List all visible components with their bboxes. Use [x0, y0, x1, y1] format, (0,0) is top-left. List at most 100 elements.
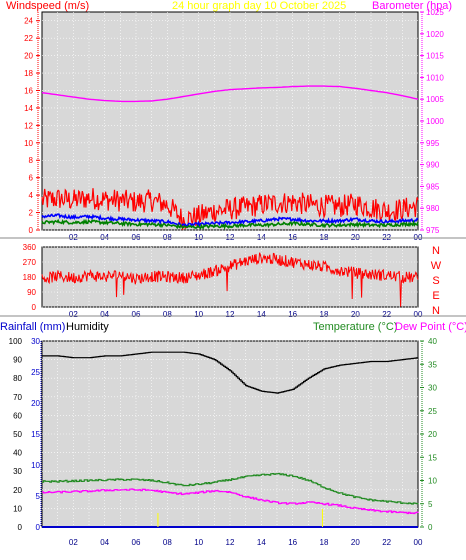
baro-y-tick: 1025 — [426, 8, 444, 17]
barometer-axis-label: Barometer (hpa) — [372, 0, 453, 12]
temperature-y-tick: 35 — [428, 360, 437, 369]
average-line — [41, 213, 419, 229]
baro-y-tick: 1005 — [426, 95, 444, 104]
temperature-y-tick: 30 — [428, 384, 437, 393]
rain-y-tick: 15 — [31, 430, 40, 439]
humidity-x-tick: 22 — [382, 538, 391, 547]
humidity-x-tick: 00 — [414, 538, 423, 547]
humidity-x-tick: 14 — [257, 538, 266, 547]
humidity-x-tick: 12 — [226, 538, 235, 547]
temperature-y-tick: 25 — [428, 407, 437, 416]
baro-y-tick: 980 — [426, 204, 440, 213]
rain-y-tick: 0 — [36, 523, 41, 532]
direction-x-tick: 08 — [163, 310, 172, 319]
baro-y-tick: 975 — [426, 226, 440, 235]
chart-marks — [41, 85, 419, 528]
direction-y-tick: 360 — [23, 243, 37, 252]
wind-y-tick: 14 — [24, 104, 33, 113]
dewpoint-line — [42, 488, 419, 515]
rain-y-tick: 30 — [31, 337, 40, 346]
humidity-y-tick: 80 — [13, 374, 22, 383]
rain-y-tick: 20 — [31, 399, 40, 408]
compass-label: S — [432, 275, 439, 287]
humidity-x-tick: 06 — [132, 538, 141, 547]
baro-y-tick: 990 — [426, 161, 440, 170]
temperature-y-tick: 15 — [428, 453, 437, 462]
humidity-y-tick: 0 — [18, 523, 23, 532]
humidity-x-tick: 20 — [351, 538, 360, 547]
direction-x-tick: 14 — [257, 310, 266, 319]
humidity-x-tick: 08 — [163, 538, 172, 547]
direction-x-tick: 06 — [132, 310, 141, 319]
humidity-y-tick: 60 — [13, 411, 22, 420]
baro-y-tick: 1015 — [426, 52, 444, 61]
baro-y-tick: 1020 — [426, 30, 444, 39]
direction-line — [41, 252, 419, 307]
minimum-line — [41, 218, 419, 230]
baro-y-tick: 1000 — [426, 117, 444, 126]
humidity-y-tick: 30 — [13, 467, 22, 476]
humidity-x-tick: 16 — [288, 538, 297, 547]
wind-y-tick: 10 — [24, 139, 33, 148]
baro-y-tick: 985 — [426, 182, 440, 191]
temperature-line — [42, 472, 419, 505]
windspeed-line — [41, 188, 419, 231]
dewpoint-axis-label: Dew Point (°C) — [395, 321, 466, 333]
temperature-y-tick: 5 — [428, 500, 433, 509]
humidity-line — [42, 351, 419, 394]
direction-x-tick: 04 — [100, 310, 109, 319]
rain-y-tick: 25 — [31, 368, 40, 377]
compass-label: W — [431, 260, 442, 272]
rain-y-tick: 5 — [36, 492, 41, 501]
humidity-x-tick: 02 — [69, 538, 78, 547]
temperature-y-tick: 20 — [428, 430, 437, 439]
humidity-axis-label: Humidity — [66, 321, 109, 333]
wind-y-tick: 18 — [24, 69, 33, 78]
direction-x-tick: 16 — [288, 310, 297, 319]
wind-y-tick: 24 — [24, 17, 33, 26]
baro-y-tick: 1010 — [426, 73, 444, 82]
wind-y-tick: 20 — [24, 52, 33, 61]
grid-lines — [42, 12, 418, 528]
compass-label: N — [432, 305, 440, 317]
humidity-x-tick: 10 — [194, 538, 203, 547]
humidity-y-tick: 70 — [13, 393, 22, 402]
direction-x-tick: 00 — [414, 310, 423, 319]
humidity-x-tick: 04 — [100, 538, 109, 547]
wind-y-tick: 2 — [29, 209, 34, 218]
wind-y-tick: 16 — [24, 86, 33, 95]
direction-x-tick: 18 — [320, 310, 329, 319]
wind-axis-label: Windspeed (m/s) — [6, 0, 90, 12]
humidity-x-tick: 18 — [320, 538, 329, 547]
humidity-y-tick: 50 — [13, 430, 22, 439]
direction-x-tick: 22 — [382, 310, 391, 319]
rain-y-tick: 10 — [31, 461, 40, 470]
wind-y-tick: 22 — [24, 34, 33, 43]
temperature-y-tick: 40 — [428, 337, 437, 346]
direction-x-tick: 20 — [351, 310, 360, 319]
direction-y-tick: 90 — [27, 288, 36, 297]
wind-y-tick: 6 — [29, 174, 34, 183]
compass-label: E — [432, 290, 439, 302]
rainfall-axis-label: Rainfall (mm) — [0, 321, 66, 333]
baro-y-tick: 995 — [426, 139, 440, 148]
direction-x-tick: 02 — [69, 310, 78, 319]
direction-x-tick: 12 — [226, 310, 235, 319]
compass-label: N — [432, 245, 440, 257]
humidity-y-tick: 10 — [13, 504, 22, 513]
direction-y-tick: 180 — [23, 273, 37, 282]
direction-y-tick: 270 — [23, 258, 37, 267]
wind-plot-area — [41, 11, 419, 231]
barometer-line — [41, 85, 419, 103]
humidity-y-tick: 40 — [13, 449, 22, 458]
temperature-y-tick: 10 — [428, 477, 437, 486]
graph-title: 24 hour graph day 10 October 2025 — [172, 0, 347, 12]
temperature-axis-label: Temperature (°C) — [313, 321, 398, 333]
humidity-y-tick: 100 — [9, 337, 23, 346]
wind-y-tick: 8 — [29, 156, 34, 165]
temperature-y-tick: 0 — [428, 523, 433, 532]
wind-y-tick: 12 — [24, 121, 33, 130]
direction-y-tick: 0 — [32, 303, 37, 312]
